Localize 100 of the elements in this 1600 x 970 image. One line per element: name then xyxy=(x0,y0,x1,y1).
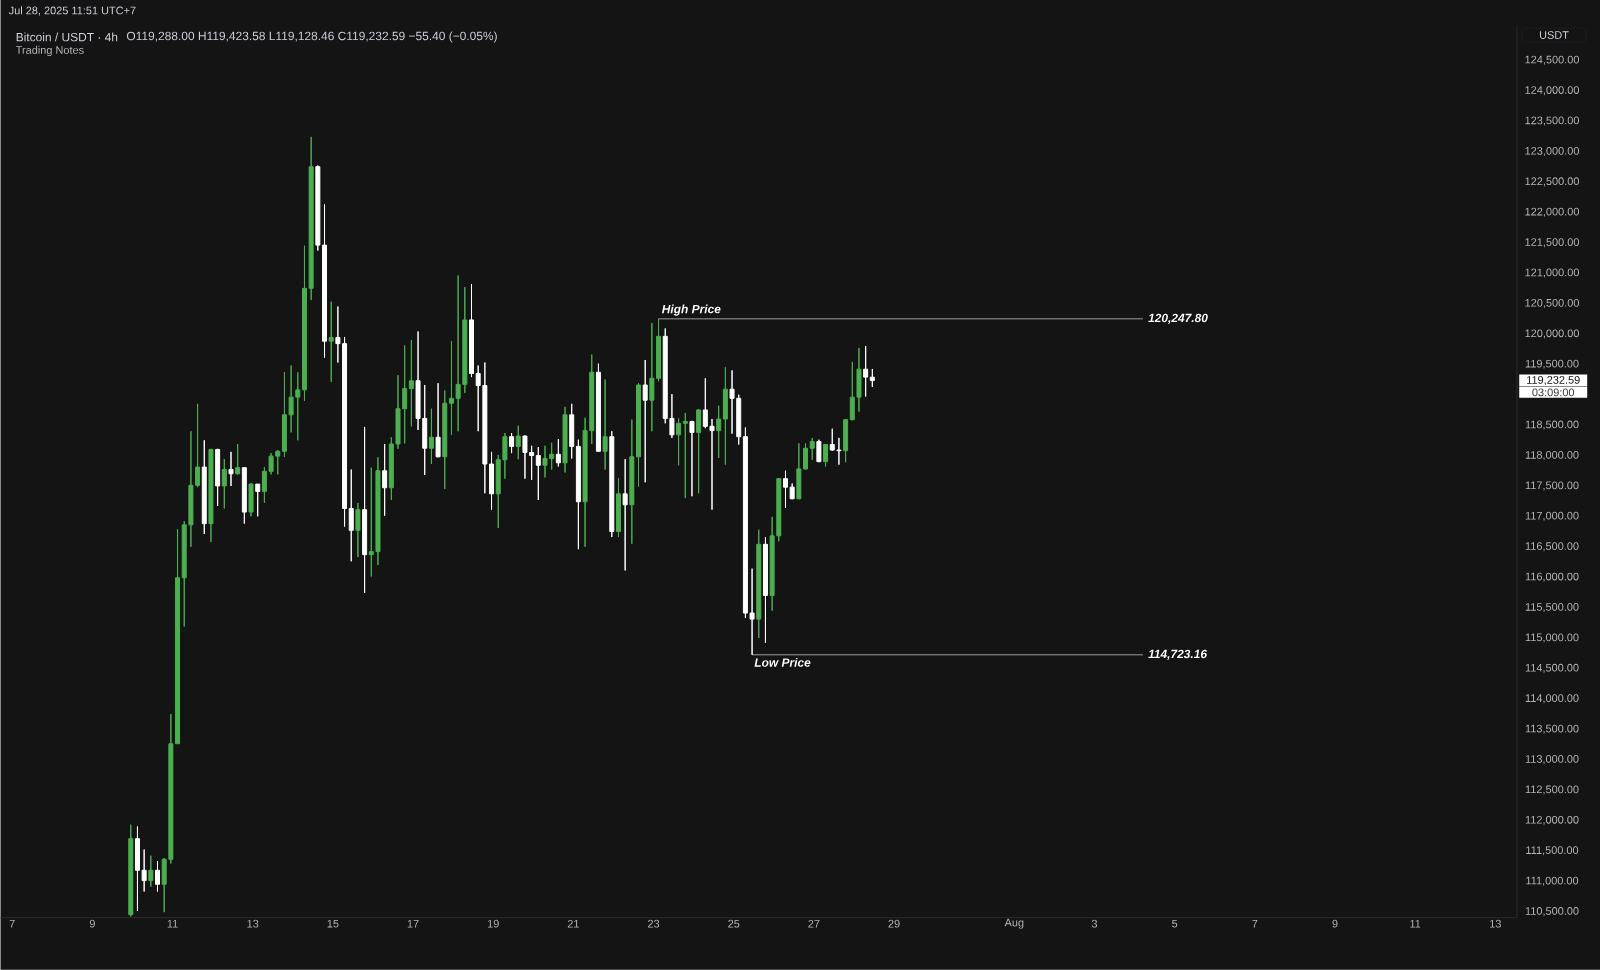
candlestick xyxy=(629,419,635,545)
candlestick xyxy=(569,403,575,460)
y-tick-label: 118,000.00 xyxy=(1525,451,1579,461)
y-tick-label: 116,500.00 xyxy=(1525,542,1579,552)
candlestick xyxy=(315,165,321,252)
candlestick xyxy=(722,367,728,466)
candlestick xyxy=(615,477,621,538)
y-tick-label: 121,500.00 xyxy=(1525,238,1579,248)
y-tick-label: 115,500.00 xyxy=(1525,603,1579,613)
candlestick xyxy=(809,437,815,461)
candlestick xyxy=(515,425,521,460)
candlestick xyxy=(301,245,307,402)
annotation: High Price xyxy=(661,304,721,316)
y-tick-label: 118,500.00 xyxy=(1525,420,1579,430)
candlestick xyxy=(696,408,702,494)
y-tick-label: 119,500.00 xyxy=(1525,359,1579,369)
x-tick-label: 29 xyxy=(888,919,900,928)
text: Bitcoin / USDT · 4h xyxy=(16,32,118,42)
x-tick-label: 27 xyxy=(808,920,820,928)
y-tick-label: 112,500.00 xyxy=(1525,785,1579,795)
candlestick xyxy=(863,345,869,398)
candlestick xyxy=(322,204,328,359)
candlestick xyxy=(382,443,388,517)
x-tick-label: 15 xyxy=(327,920,339,928)
text: 03:09:00 xyxy=(1532,388,1575,397)
x-tick-label: 11 xyxy=(167,920,178,928)
candlestick xyxy=(636,382,642,488)
candlestick xyxy=(221,458,227,510)
y-tick-label: 117,500.00 xyxy=(1525,481,1579,491)
candlestick xyxy=(175,528,181,745)
candlestick xyxy=(201,439,207,535)
candlestick xyxy=(789,483,795,500)
candlestick xyxy=(435,382,441,459)
x-tick-label: 25 xyxy=(728,919,740,928)
y-tick-label: 124,000.00 xyxy=(1525,86,1579,96)
candlestick xyxy=(348,469,354,562)
x-tick-label: 7 xyxy=(9,920,15,928)
y-tick-label: 115,000.00 xyxy=(1525,633,1579,643)
candlestick xyxy=(428,408,434,465)
y-tick-label: 121,000.00 xyxy=(1525,268,1579,278)
candlestick xyxy=(509,432,515,454)
y-tick-label: 124,500.00 xyxy=(1525,55,1579,65)
y-tick-label: 114,500.00 xyxy=(1525,664,1579,674)
candlestick xyxy=(408,339,414,427)
candlestick xyxy=(208,448,214,543)
x-tick-label: 17 xyxy=(407,920,419,928)
candlestick xyxy=(128,824,134,918)
candlestick xyxy=(362,426,368,594)
candlestick xyxy=(535,446,541,501)
candlestick xyxy=(241,466,247,525)
y-tick-label: 122,500.00 xyxy=(1525,177,1579,187)
text: Jul 28, 2025 11:51 UTC+7 xyxy=(8,6,136,16)
y-tick-label: 122,000.00 xyxy=(1525,207,1579,217)
x-tick-label: 21 xyxy=(567,920,579,928)
candlestick xyxy=(155,860,161,893)
candlestick xyxy=(555,438,561,468)
x-tick-label: 9 xyxy=(89,919,95,928)
candlestick xyxy=(235,443,241,476)
candlestick xyxy=(215,448,221,507)
annotation: 114,723.16 xyxy=(1148,649,1208,661)
y-tick-label: 111,500.00 xyxy=(1526,846,1579,856)
candlestick xyxy=(248,482,254,517)
candlestick xyxy=(816,439,822,463)
candlestick xyxy=(642,359,648,483)
y-axis-title: USDT xyxy=(1539,31,1569,40)
x-tick-label: 13 xyxy=(1490,919,1501,928)
y-tick-label: 113,500.00 xyxy=(1525,724,1579,734)
annotation: 120,247.80 xyxy=(1148,313,1208,325)
candlestick xyxy=(328,301,334,383)
candlestick xyxy=(716,405,722,459)
candlestick xyxy=(823,443,829,468)
y-tick-label: 112,000.00 xyxy=(1525,816,1579,826)
y-tick-label: 123,500.00 xyxy=(1525,116,1579,126)
y-tick-label: 111,000.00 xyxy=(1526,876,1579,886)
y-tick-label: 110,500.00 xyxy=(1525,907,1579,917)
candlestick xyxy=(689,420,695,497)
x-tick-label: 23 xyxy=(648,919,660,928)
candlestick xyxy=(575,439,581,550)
candlestick xyxy=(148,855,154,888)
x-tick-label: 3 xyxy=(1091,919,1098,928)
x-tick-label: 5 xyxy=(1172,920,1178,928)
x-tick-label: 9 xyxy=(1332,919,1338,928)
candlestick xyxy=(255,483,261,517)
candlestick xyxy=(355,502,361,558)
x-tick-label: 7 xyxy=(1252,920,1258,928)
candlestick xyxy=(622,458,628,572)
candlestick xyxy=(308,136,314,301)
candlestick xyxy=(448,340,454,436)
candlestick xyxy=(843,418,849,463)
candlestick xyxy=(756,529,762,639)
x-tick-label: 13 xyxy=(247,919,259,928)
y-tick-label: 120,000.00 xyxy=(1525,329,1579,339)
x-tick-label: Aug xyxy=(1004,918,1024,929)
text: 119,232.59 xyxy=(1527,376,1580,386)
x-tick-label: 11 xyxy=(1410,920,1421,928)
y-tick-label: 117,000.00 xyxy=(1525,511,1579,522)
candlestick xyxy=(782,470,788,509)
y-tick-label: 116,000.00 xyxy=(1525,572,1579,582)
candlestick xyxy=(762,536,768,644)
candlestick xyxy=(676,418,682,466)
